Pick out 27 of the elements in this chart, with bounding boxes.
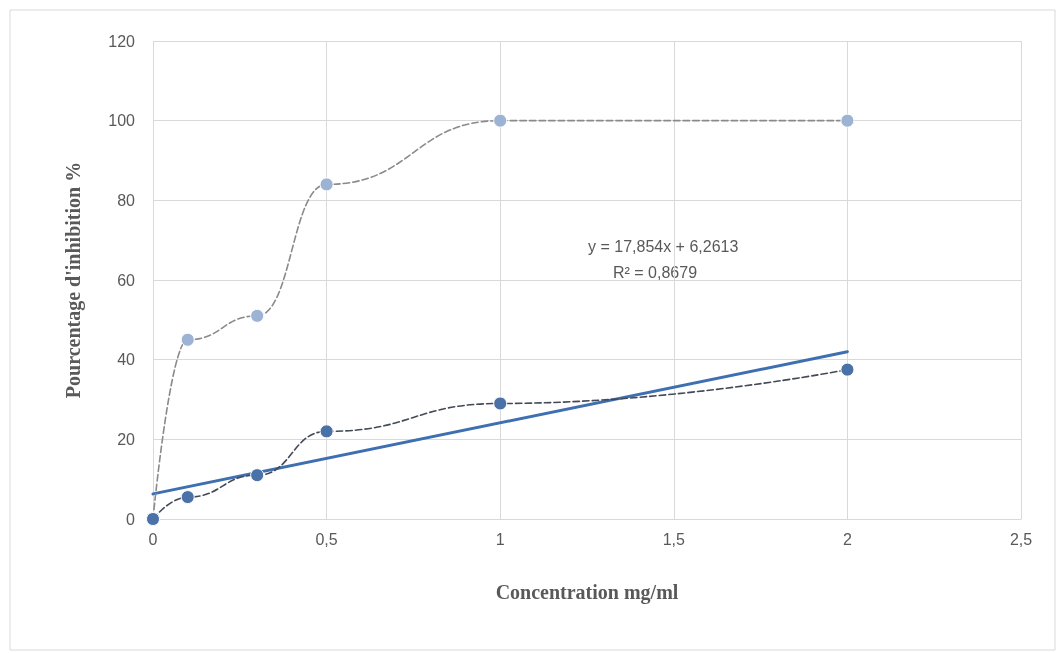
- point: [319, 177, 334, 192]
- point: [250, 308, 265, 323]
- x-tick-label: 1: [495, 530, 505, 548]
- point: [493, 396, 508, 411]
- y-tick-label: 0: [126, 510, 136, 528]
- annotation: y = 17,854x + 6,2613: [588, 237, 739, 255]
- y-axis-title: Pourcentage d'inhibition %: [62, 161, 85, 399]
- y-tick-label: 20: [117, 430, 136, 448]
- y-tick-label: 60: [117, 271, 136, 289]
- point: [840, 362, 855, 377]
- x-tick-label: 2: [842, 530, 852, 548]
- point: [180, 490, 195, 505]
- y-tick-label: 120: [108, 32, 136, 50]
- point: [493, 113, 508, 128]
- annotation: R² = 0,8679: [613, 263, 698, 281]
- point: [250, 468, 265, 483]
- y-tick-label: 100: [108, 112, 136, 130]
- x-tick-label: 2,5: [1009, 530, 1033, 548]
- x-tick-label: 1,5: [662, 530, 686, 548]
- y-tick-label: 80: [117, 191, 136, 209]
- point: [840, 113, 855, 128]
- point: [180, 332, 195, 347]
- y-tick-label: 40: [117, 351, 136, 369]
- x-axis-title: Concentration mg/ml: [495, 581, 679, 604]
- point: [319, 424, 334, 439]
- x-tick-label: 0: [148, 530, 158, 548]
- x-tick-label: 0,5: [315, 530, 338, 548]
